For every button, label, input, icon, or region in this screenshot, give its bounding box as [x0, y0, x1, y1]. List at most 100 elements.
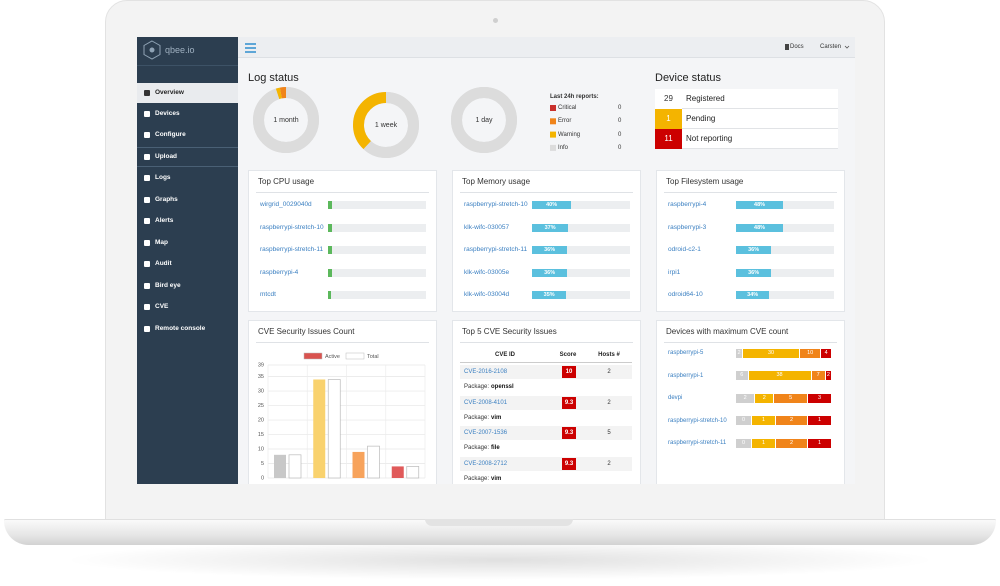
panel-title: Top 5 CVE Security Issues	[462, 327, 557, 336]
cve-segment: 4	[821, 348, 832, 358]
bar-track	[532, 291, 630, 299]
device-link[interactable]: raspberrypi-4	[668, 201, 707, 208]
legend-label: Critical	[558, 105, 577, 111]
panel	[248, 170, 437, 312]
package-name: vim	[491, 475, 502, 482]
legend-count: 0	[618, 144, 622, 151]
cve-segment: 2	[776, 416, 808, 425]
usage-bar	[736, 246, 772, 254]
device-link[interactable]: raspberrypi-1	[668, 372, 704, 379]
table-row	[460, 395, 632, 410]
device-link[interactable]: raspberrypi-stretch-11	[260, 246, 324, 253]
device-link[interactable]: odroid64-10	[668, 291, 703, 298]
usage-bar	[736, 201, 784, 209]
package-label: Package:	[464, 384, 490, 390]
package-label: Package:	[464, 445, 490, 451]
package-name: vim	[491, 414, 502, 421]
cve-score: 9.3	[562, 427, 576, 439]
device-link[interactable]: raspberrypi-stretch-10	[464, 201, 528, 208]
device-link[interactable]: raspberrypi-stretch-11	[668, 440, 727, 446]
menu-label[interactable]: Audit	[155, 260, 172, 267]
donut-track	[253, 87, 319, 153]
package-name: file	[491, 445, 500, 451]
menu-item[interactable]	[137, 254, 238, 274]
menu-label[interactable]: Upload	[155, 153, 178, 160]
device-link[interactable]: raspberrypi-stretch-10	[260, 223, 324, 231]
menu-label[interactable]: Graphs	[155, 196, 178, 203]
menu-label[interactable]: Configure	[155, 131, 186, 138]
bar-value-label: 36%	[748, 247, 760, 253]
device-link[interactable]: raspberrypi-4	[260, 268, 299, 276]
device-link[interactable]: raspberrypi-stretch-11	[464, 246, 528, 253]
cve-link[interactable]: CVE-2016-2108	[464, 369, 508, 375]
menu-item[interactable]	[137, 125, 238, 145]
cve-segment: 10	[800, 348, 822, 358]
bar-value-label: 36%	[544, 269, 556, 276]
cve-link[interactable]: CVE-2007-1536	[464, 430, 508, 436]
cve-link[interactable]: CVE-2008-4101	[464, 399, 508, 406]
package-name: openssl	[491, 384, 514, 390]
donut-segment	[451, 87, 517, 153]
menu-label[interactable]: Overview	[155, 89, 184, 96]
donut-segment	[451, 87, 517, 153]
cve-segment: 2	[825, 371, 832, 380]
screen: qbee.io Overview Devices Configure Upload Log…	[137, 37, 855, 484]
menu-label[interactable]: CVE	[155, 303, 169, 310]
bar-track	[736, 291, 834, 299]
usage-bar	[328, 246, 332, 254]
menu-item[interactable]	[137, 147, 238, 167]
usage-bar	[532, 246, 568, 254]
device-link[interactable]: klk-wifc-03004d	[464, 291, 510, 298]
menu-label[interactable]: Bird eye	[155, 282, 181, 289]
bar-track	[736, 223, 834, 232]
section-title: Log status	[248, 72, 299, 84]
device-link[interactable]: mtcdt	[260, 291, 276, 298]
status-row	[655, 129, 838, 149]
menu-item[interactable]	[137, 190, 238, 210]
docs-link[interactable]: Docs	[790, 44, 804, 50]
donut-segment	[451, 87, 517, 153]
status-count: 1	[655, 109, 682, 129]
menu-item[interactable]	[137, 211, 238, 231]
menu-label[interactable]: Map	[155, 239, 168, 246]
cve-hosts: 2	[607, 399, 611, 406]
device-link[interactable]: wirgrid_0029040d	[260, 201, 312, 208]
device-link[interactable]: irpi1	[668, 268, 681, 276]
menu-item[interactable]	[137, 233, 238, 253]
device-link[interactable]: odroid-c2-1	[668, 246, 701, 253]
panel-title: CVE Security Issues Count	[258, 327, 355, 336]
device-link[interactable]: raspberrypi-5	[668, 350, 704, 356]
menu-item[interactable]	[137, 276, 238, 296]
device-link[interactable]: raspberrypi-3	[668, 223, 707, 231]
menu-label[interactable]: Alerts	[155, 217, 174, 224]
usage-bar	[328, 268, 332, 277]
device-link[interactable]: klk-wifc-03005e	[464, 268, 510, 276]
menu-item[interactable]	[137, 104, 238, 124]
cve-score: 10	[562, 366, 576, 378]
device-link[interactable]: raspberrypi-stretch-10	[668, 417, 727, 424]
menu-item[interactable]	[137, 83, 238, 103]
legend-swatch	[550, 144, 556, 151]
top-bar	[238, 37, 855, 58]
device-link[interactable]: devpi	[668, 395, 683, 401]
menu-item[interactable]	[137, 168, 238, 188]
status-row	[655, 89, 838, 109]
cve-segment: 6	[736, 371, 749, 380]
usage-bar	[736, 268, 772, 277]
cve-link[interactable]: CVE-2008-2712	[464, 460, 508, 467]
menu-label[interactable]: Remote console	[155, 325, 206, 332]
menu-label[interactable]: Logs	[155, 174, 171, 181]
menu-label[interactable]: Devices	[155, 110, 180, 117]
user-menu[interactable]: Carsten	[820, 44, 842, 50]
donut-segment	[353, 92, 419, 158]
panel-title: Devices with maximum CVE count	[666, 327, 789, 336]
menu-item[interactable]	[137, 297, 238, 317]
device-link[interactable]: klk-wifc-030057	[464, 223, 510, 231]
legend-label: Info	[558, 144, 569, 151]
table-row	[460, 426, 632, 440]
legend-label: Error	[558, 118, 572, 125]
bar-value-label: 40%	[546, 202, 558, 208]
cve-segment: 2	[736, 348, 744, 358]
bar-value-label: 36%	[544, 247, 556, 253]
